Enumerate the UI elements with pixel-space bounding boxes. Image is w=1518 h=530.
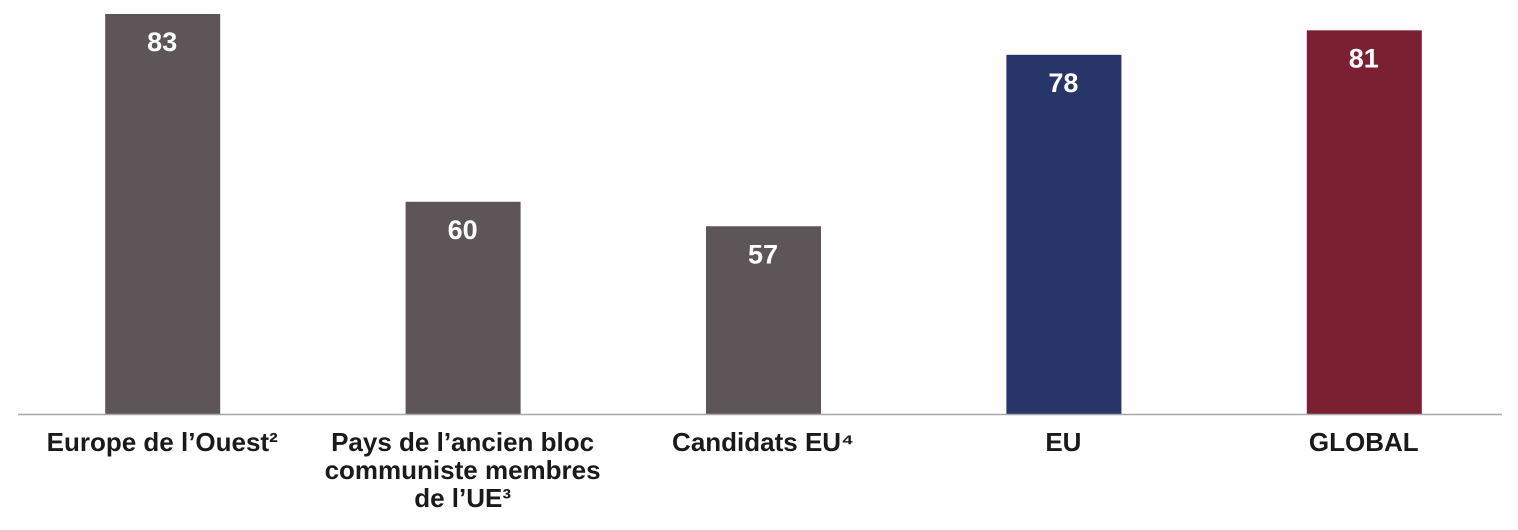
x-tick-label: Candidats EU⁴ [672,427,854,457]
value-label: 83 [147,27,177,57]
x-tick-label: Pays de l’ancien bloc communiste membres… [324,427,601,513]
x-tick-label: EU [1045,427,1082,457]
bar [1006,54,1122,415]
bar [1306,30,1422,414]
value-label: 78 [1048,68,1078,98]
value-label: 60 [448,215,478,245]
bar [405,201,521,414]
x-tick-label: GLOBAL [1308,427,1419,457]
bar [706,226,821,414]
x-tick-label: Europe de l’Ouest² [46,427,278,457]
bar [105,14,221,414]
value-label: 57 [748,239,778,269]
value-label: 81 [1349,43,1379,73]
